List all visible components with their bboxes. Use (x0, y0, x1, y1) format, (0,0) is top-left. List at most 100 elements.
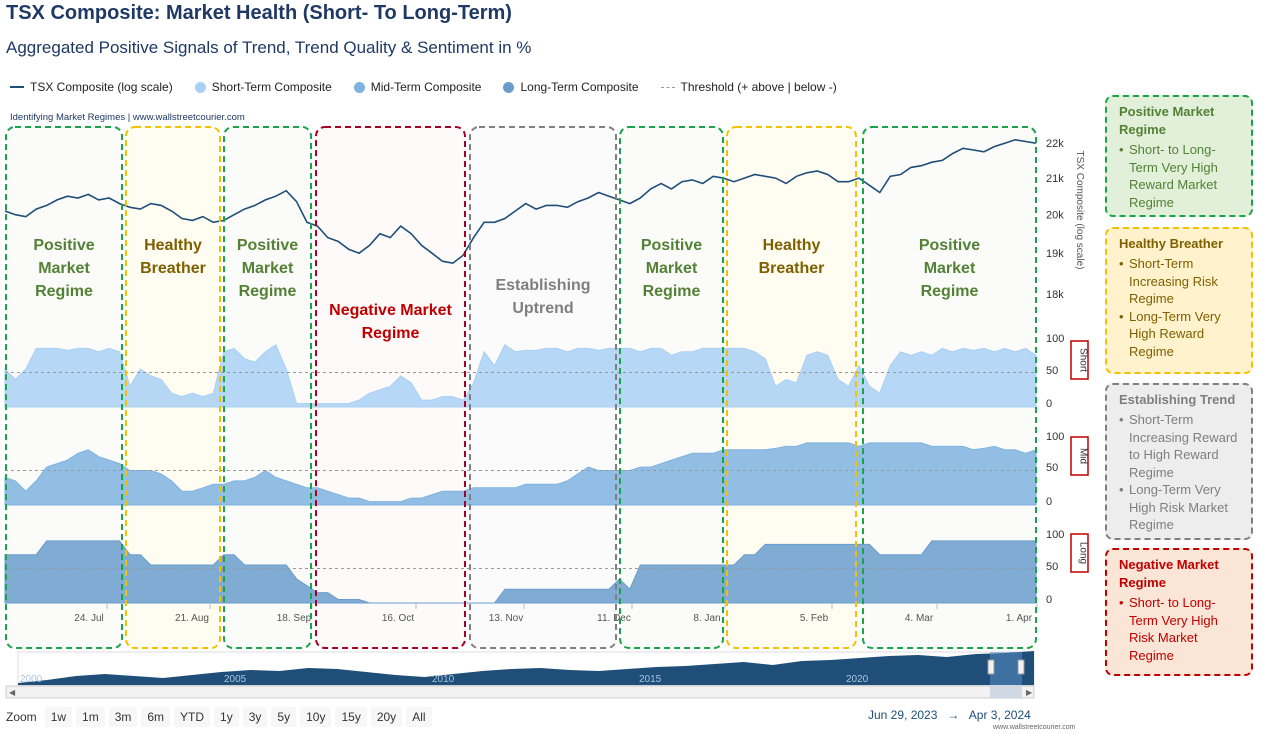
regime-label: Market (646, 260, 698, 277)
legend-item-price[interactable]: TSX Composite (log scale) (10, 80, 173, 94)
price-tick-label: 18k (1046, 289, 1064, 301)
zoom-5y-button[interactable]: 5y (271, 707, 297, 727)
regime-label: Market (924, 260, 976, 277)
navigator-handle-left (987, 659, 995, 675)
side-box-item: Short- to Long-Term Very High Risk Marke… (1119, 594, 1241, 664)
legend-label: TSX Composite (log scale) (30, 80, 173, 94)
dash-swatch-icon (660, 86, 675, 88)
price-line (4, 138, 1037, 265)
x-tick-label: 18. Sep (277, 613, 312, 624)
side-box-breather: Healthy Breather Short-Term Increasing R… (1105, 227, 1253, 374)
series-area-short (4, 344, 1037, 408)
scroll-right-icon: ▶ (1026, 688, 1033, 697)
regime-box-negative (315, 126, 466, 649)
pct-tick-label: 100 (1046, 333, 1064, 345)
regime-box-positive (5, 126, 123, 649)
x-tick-label: 11. Dec (597, 613, 631, 624)
legend-label: Threshold (+ above | below -) (680, 80, 837, 94)
legend-item-threshold[interactable]: Threshold (+ above | below -) (660, 80, 837, 94)
regime-label: Market (38, 260, 90, 277)
series-area-long (4, 540, 1037, 604)
regime-label: Breather (140, 260, 206, 277)
pct-tick-label: 50 (1046, 561, 1058, 573)
zoom-3y-button[interactable]: 3y (242, 707, 268, 727)
regime-label: Healthy (144, 237, 202, 254)
regime-label: Positive (237, 237, 298, 254)
credit-text[interactable]: Identifying Market Regimes | www.wallstr… (10, 112, 245, 123)
zoom-label: Zoom (6, 710, 37, 724)
x-tick-label: 24. Jul (74, 613, 103, 624)
side-box-item: Short-Term Increasing Reward to High Rew… (1119, 411, 1241, 481)
regime-label: Uptrend (512, 300, 573, 317)
navigator-year-label: 2020 (846, 674, 869, 685)
side-box-title: Negative Market Regime (1119, 557, 1219, 590)
regime-label: Positive (641, 237, 702, 254)
zoom-10y-button[interactable]: 10y (300, 707, 332, 727)
market-health-chart[interactable]: 100 50 0 Short 100 50 0 Mid 100 50 0 Long 22k 21k 20k 1… (0, 0, 1100, 734)
zoom-1w-button[interactable]: 1w (44, 707, 73, 727)
zoom-1m-button[interactable]: 1m (76, 707, 105, 727)
arrow-right-icon: → (947, 708, 960, 722)
regime-box-positive (619, 126, 724, 649)
regime-label: Positive (33, 237, 94, 254)
side-box-item: Long-Term Very High Reward Regime (1119, 308, 1241, 361)
zoom-15y-button[interactable]: 15y (335, 707, 367, 727)
side-box-title: Establishing Trend (1119, 392, 1236, 407)
footer-url: www.wallstreetcourier.com (993, 724, 1076, 731)
price-axis-label: TSX Composite (log scale) (1074, 151, 1085, 270)
regime-box-breather (726, 126, 857, 649)
legend-item-mid[interactable]: Mid-Term Composite (353, 80, 481, 94)
regime-box-positive (862, 126, 1037, 649)
price-tick-label: 20k (1046, 210, 1064, 222)
pct-tick-label: 100 (1046, 431, 1064, 443)
pct-tick-label: 0 (1046, 594, 1052, 606)
zoom-20y-button[interactable]: 20y (370, 707, 403, 727)
pct-tick-label: 50 (1046, 462, 1058, 474)
price-tick-label: 19k (1046, 248, 1064, 260)
zoom-ytd-button[interactable]: YTD (174, 707, 211, 727)
pct-tick-label: 0 (1046, 496, 1052, 508)
x-tick-label: 1. Apr (1006, 613, 1033, 624)
circle-swatch-icon (194, 81, 206, 93)
pct-tick-label: 50 (1046, 365, 1058, 377)
panel-label-box (1070, 436, 1089, 476)
zoom-all-button[interactable]: All (406, 707, 432, 727)
circle-swatch-icon (353, 81, 365, 93)
series-area-mid (4, 442, 1037, 506)
side-box-negative: Negative Market Regime Short- to Long-Te… (1105, 548, 1253, 676)
zoom-6m-button[interactable]: 6m (141, 707, 171, 727)
regime-background (126, 127, 220, 648)
side-box-item: Short- to Long-Term Very High Reward Mar… (1119, 141, 1241, 211)
navigator-scrollbar (5, 685, 1035, 699)
x-tick-label: 21. Aug (175, 613, 209, 624)
panel-label-short: Short (1077, 348, 1088, 372)
regime-label: Regime (362, 325, 420, 342)
regime-label: Market (242, 260, 294, 277)
regime-box-positive (223, 126, 312, 649)
regime-label: Negative Market (329, 302, 452, 319)
regime-box-establishing (469, 126, 617, 649)
navigator-handle-right (1017, 659, 1025, 675)
date-from-input[interactable]: Jun 29, 2023 (868, 708, 938, 722)
date-range: Jun 29, 2023 → Apr 3, 2024 (868, 708, 1031, 722)
legend-item-long[interactable]: Long-Term Composite (503, 80, 639, 94)
navigator-year-label: 2010 (432, 674, 455, 685)
side-box-item: Long-Term Very High Risk Market Regime (1119, 481, 1241, 534)
navigator-year-label: 2000 (20, 674, 43, 685)
navigator-selection (990, 652, 1022, 685)
legend-item-short[interactable]: Short-Term Composite (194, 80, 332, 94)
zoom-3m-button[interactable]: 3m (108, 707, 138, 727)
navigator-year-label: 2005 (224, 674, 247, 685)
regime-label: Regime (921, 283, 979, 300)
regime-box-breather (125, 126, 221, 649)
zoom-1y-button[interactable]: 1y (214, 707, 239, 727)
side-box-positive: Positive Market Regime Short- to Long-Te… (1105, 95, 1253, 217)
side-box-title: Positive Market Regime (1119, 104, 1215, 137)
panel-label-long: Long (1077, 542, 1088, 564)
date-to-input[interactable]: Apr 3, 2024 (968, 708, 1031, 722)
zoom-bar: Zoom 1w 1m 3m 6m YTD 1y 3y 5y 10y 15y 20… (6, 707, 432, 727)
chart-title: TSX Composite: Market Health (Short- To … (6, 2, 512, 24)
x-tick-label: 5. Feb (800, 613, 829, 624)
panel-label-box (1070, 533, 1089, 573)
x-tick-label: 16. Oct (382, 613, 414, 624)
